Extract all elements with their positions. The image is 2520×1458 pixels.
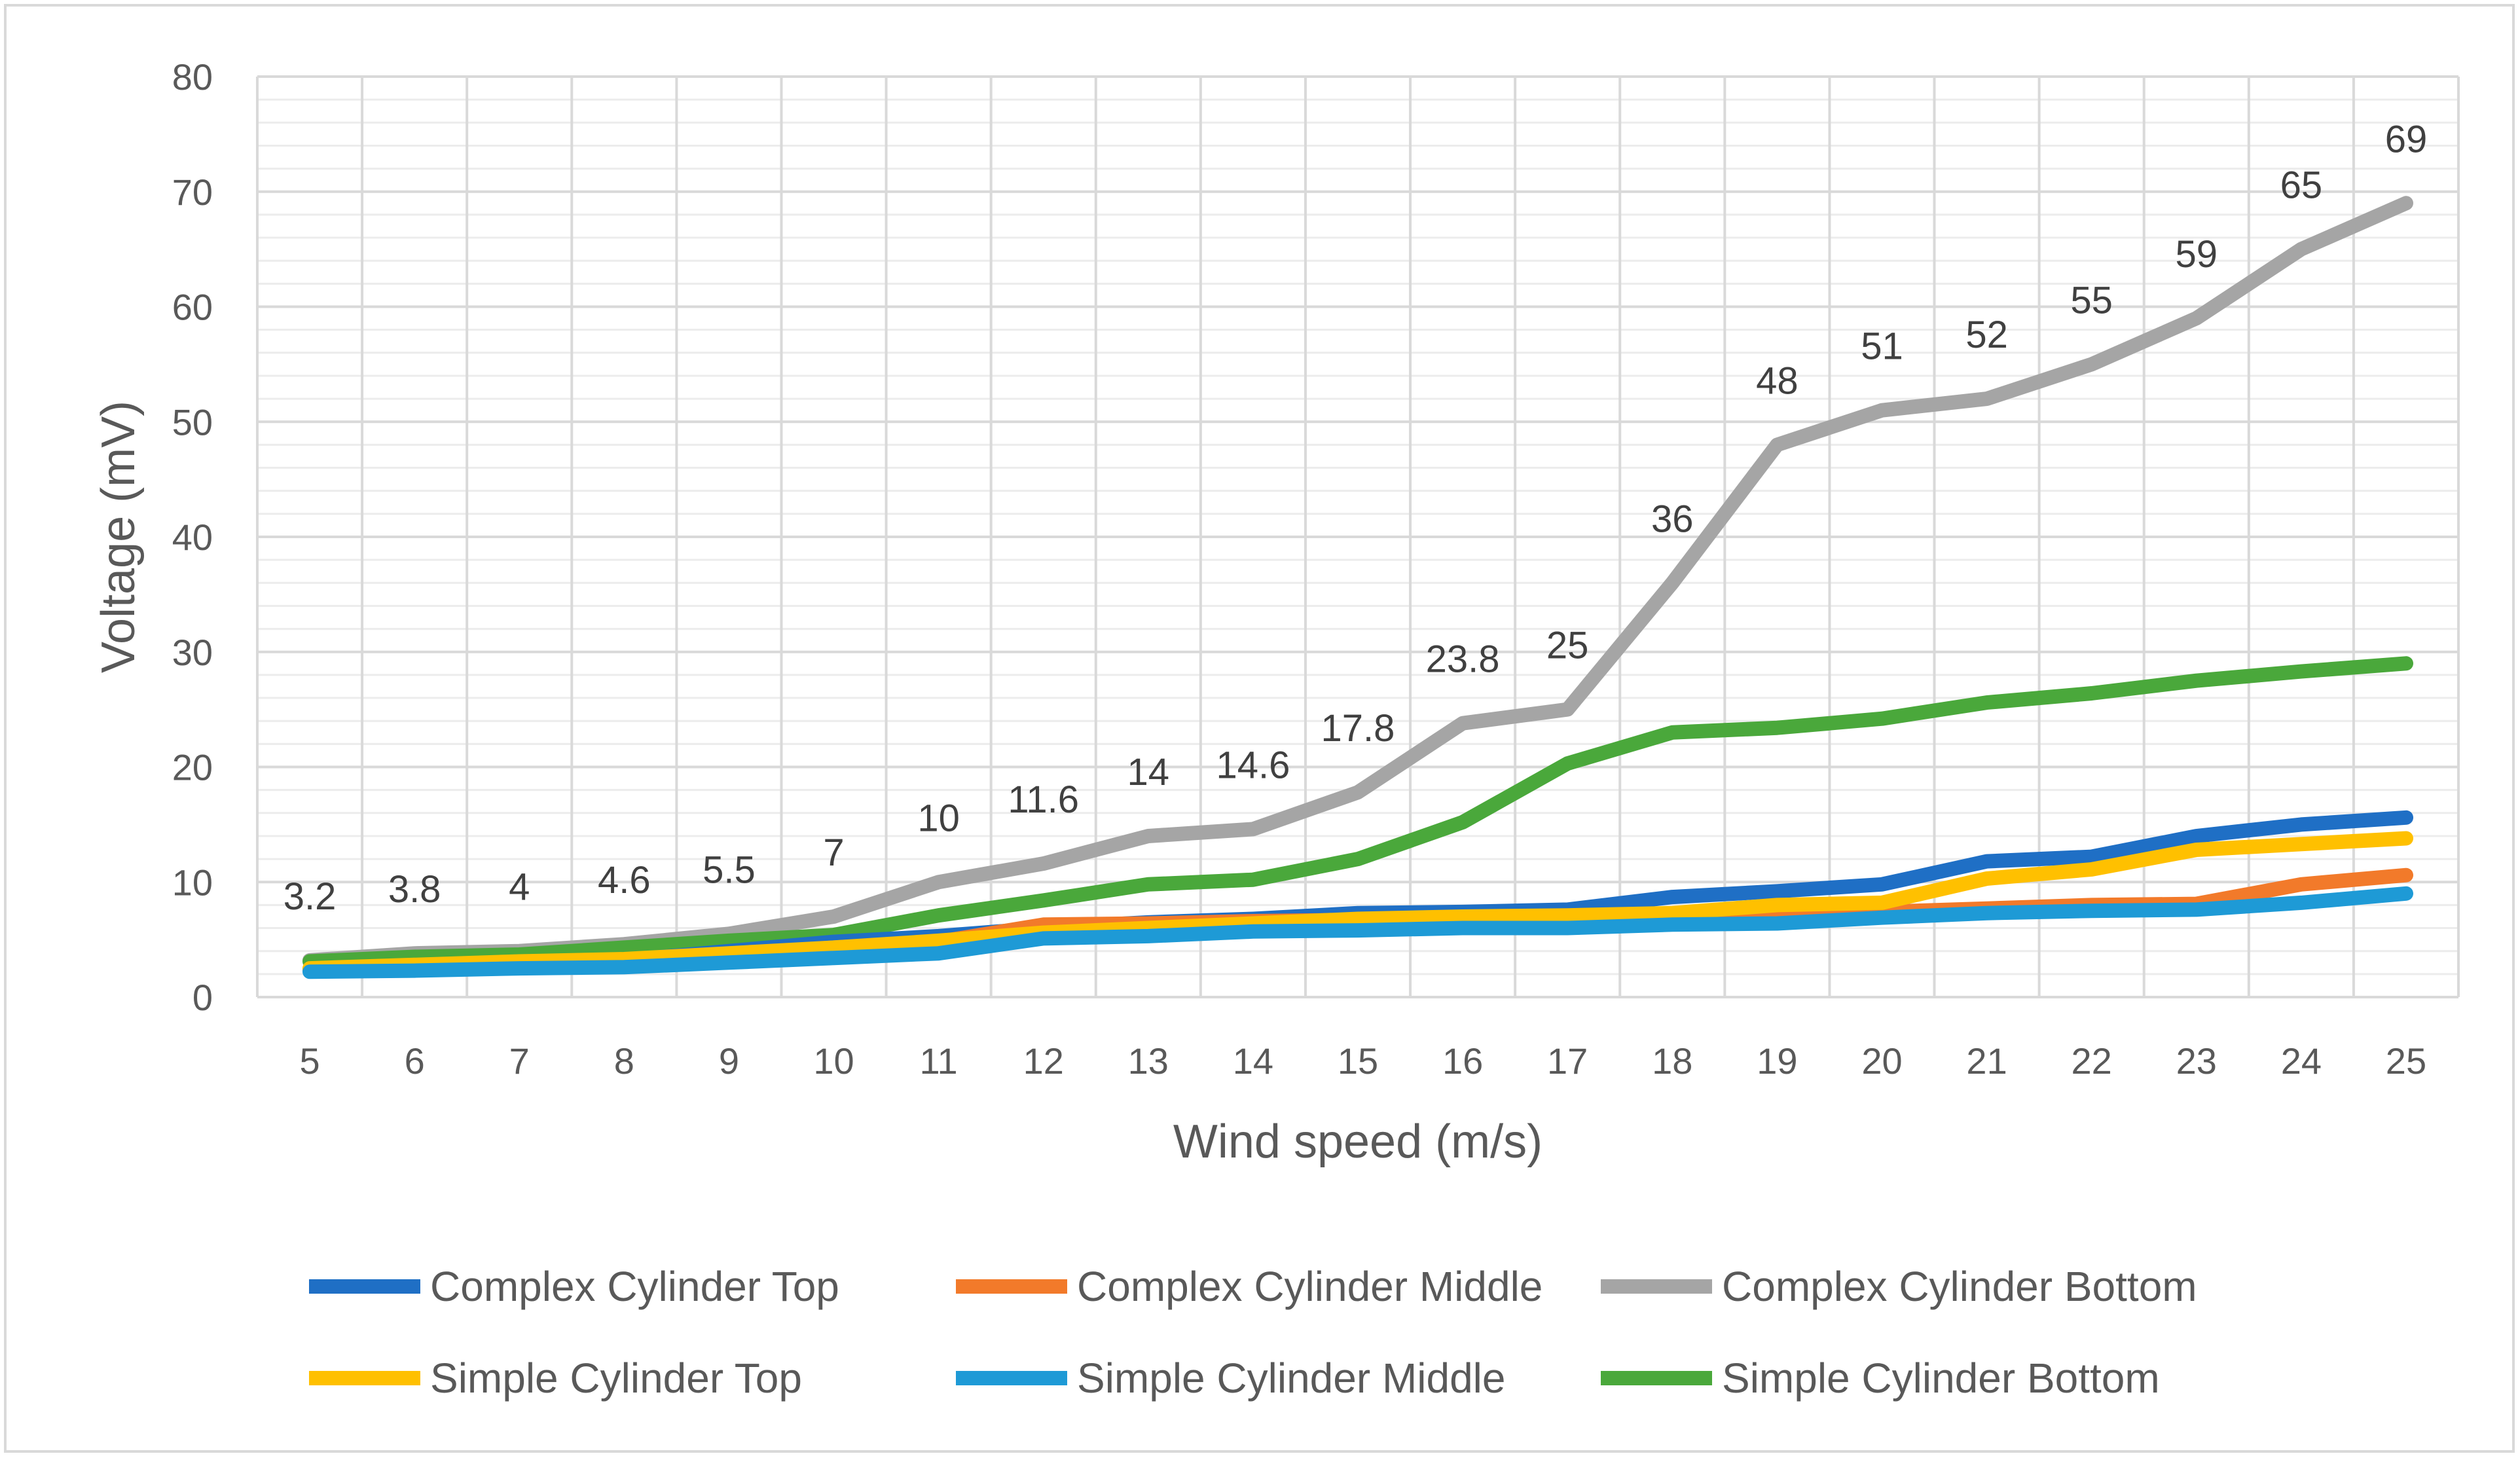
data-label: 17.8 <box>1321 707 1395 750</box>
x-tick-label: 8 <box>614 1040 634 1082</box>
series-lines <box>302 196 2413 979</box>
data-label: 48 <box>1756 359 1799 402</box>
data-label: 23.8 <box>1426 638 1500 681</box>
data-label: 14 <box>1127 751 1170 793</box>
data-labels: 3.2 3.8 4 4.6 5.5 7 10 11.6 14 14.6 17.8 23.8 25 36 48… <box>283 118 2427 917</box>
y-tick-label: 40 <box>172 517 213 558</box>
legend-label: Complex Cylinder Top <box>430 1263 839 1310</box>
x-tick-label: 12 <box>1023 1040 1064 1082</box>
x-tick-label: 7 <box>509 1040 530 1082</box>
x-tick-label: 9 <box>719 1040 739 1082</box>
x-tick-label: 24 <box>2281 1040 2322 1082</box>
x-tick-label: 17 <box>1547 1040 1588 1082</box>
x-tick-label: 19 <box>1757 1040 1797 1082</box>
data-label: 10 <box>917 797 960 839</box>
data-label: 14.6 <box>1216 744 1290 786</box>
y-tick-label: 50 <box>172 401 213 443</box>
series-line-simple-cylinder-middle <box>302 886 2413 979</box>
x-tick-label: 5 <box>299 1040 320 1082</box>
x-tick-label: 22 <box>2072 1040 2112 1082</box>
x-tick-label: 21 <box>1966 1040 2007 1082</box>
y-tick-label: 60 <box>172 287 213 328</box>
legend-label: Simple Cylinder Bottom <box>1722 1355 2160 1402</box>
x-tick-label: 6 <box>405 1040 425 1082</box>
legend-label: Complex Cylinder Middle <box>1077 1263 1543 1310</box>
x-tick-label: 14 <box>1233 1040 1273 1082</box>
x-tick-label: 25 <box>2386 1040 2426 1082</box>
x-tick-label: 16 <box>1442 1040 1483 1082</box>
legend-label: Complex Cylinder Bottom <box>1722 1263 2197 1310</box>
x-tick-label: 11 <box>920 1040 958 1082</box>
x-tick-label: 15 <box>1338 1040 1378 1082</box>
data-label: 59 <box>2176 233 2218 276</box>
data-label: 36 <box>1651 498 1694 540</box>
legend-label: Simple Cylinder Middle <box>1077 1355 1505 1402</box>
data-label: 69 <box>2385 118 2428 160</box>
y-tick-label: 80 <box>172 56 213 98</box>
gridlines <box>256 75 2460 998</box>
data-label: 25 <box>1546 625 1589 667</box>
series-line-simple-cylinder-bottom <box>302 656 2413 969</box>
data-label: 7 <box>823 831 844 874</box>
legend: Complex Cylinder Top Complex Cylinder Mid… <box>309 1263 2197 1402</box>
data-label: 3.8 <box>388 868 441 911</box>
y-tick-label: 10 <box>172 862 213 903</box>
x-axis-title: Wind speed (m/s) <box>1173 1116 1543 1168</box>
x-tick-label: 20 <box>1861 1040 1902 1082</box>
x-tick-label: 13 <box>1128 1040 1169 1082</box>
data-label: 5.5 <box>703 848 756 891</box>
data-label: 4.6 <box>598 859 651 902</box>
series-line-simple-cylinder-top <box>302 831 2413 976</box>
y-axis-title: Voltage (mV) <box>92 401 145 673</box>
data-label: 4 <box>509 866 530 909</box>
data-label: 55 <box>2070 279 2113 321</box>
data-label: 65 <box>2280 164 2323 207</box>
y-tick-label: 20 <box>172 747 213 788</box>
chart-frame <box>4 4 2515 1453</box>
x-tick-label: 23 <box>2176 1040 2217 1082</box>
legend-label: Simple Cylinder Top <box>430 1355 802 1402</box>
data-label: 52 <box>1965 314 2008 356</box>
data-label: 3.2 <box>283 875 337 918</box>
y-tick-label: 0 <box>192 977 213 1018</box>
data-label: 11.6 <box>1008 778 1079 821</box>
axes: 0 10 20 30 40 50 60 70 80 5 6 7 8 9 10 11 12 13 14 15 16 17 18… <box>172 56 2426 1082</box>
x-tick-label: 18 <box>1652 1040 1692 1082</box>
y-tick-label: 30 <box>172 632 213 673</box>
y-tick-label: 70 <box>172 172 213 213</box>
data-label: 51 <box>1861 325 1903 368</box>
x-tick-label: 10 <box>813 1040 854 1082</box>
